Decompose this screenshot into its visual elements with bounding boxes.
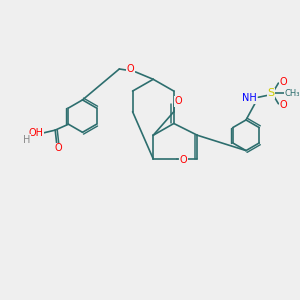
Text: O: O (126, 64, 134, 74)
Text: O: O (280, 76, 287, 87)
Text: S: S (268, 88, 274, 98)
Text: O: O (280, 100, 287, 110)
Text: CH₃: CH₃ (285, 89, 300, 98)
Text: O: O (54, 143, 62, 153)
Text: NH: NH (242, 93, 257, 103)
Text: O: O (174, 96, 182, 106)
Text: OH: OH (29, 128, 44, 138)
Text: O: O (179, 155, 187, 165)
Text: H: H (23, 134, 30, 145)
